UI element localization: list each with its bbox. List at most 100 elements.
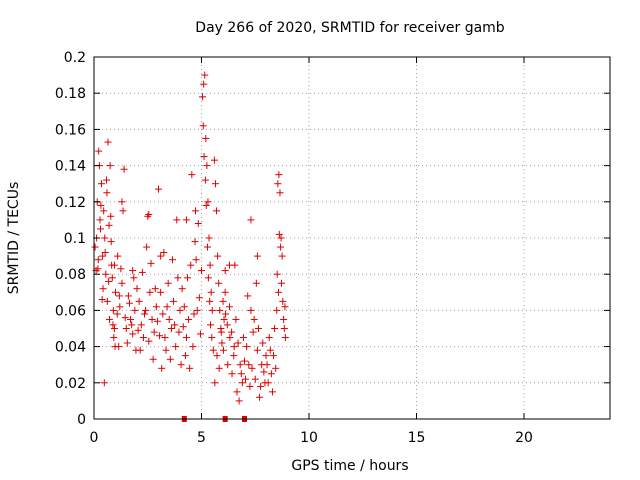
data-point bbox=[103, 189, 111, 197]
data-point bbox=[257, 382, 265, 390]
data-point bbox=[251, 375, 259, 383]
data-point bbox=[191, 207, 199, 215]
data-point bbox=[221, 267, 229, 275]
data-point bbox=[279, 297, 287, 305]
data-point bbox=[201, 71, 209, 79]
data-point bbox=[122, 325, 130, 332]
data-point bbox=[96, 225, 104, 233]
data-point bbox=[155, 185, 162, 193]
data-point bbox=[220, 315, 228, 323]
data-point bbox=[278, 252, 286, 260]
data-point bbox=[95, 147, 103, 155]
data-point bbox=[238, 379, 246, 387]
data-point bbox=[153, 317, 161, 325]
data-point bbox=[171, 321, 179, 329]
data-point bbox=[91, 243, 99, 251]
data-point bbox=[219, 346, 227, 354]
data-point bbox=[109, 306, 117, 314]
data-point bbox=[110, 334, 118, 342]
data-point bbox=[180, 303, 188, 311]
data-point bbox=[259, 339, 267, 347]
data-point bbox=[219, 297, 227, 305]
data-point bbox=[152, 303, 160, 311]
data-point bbox=[225, 261, 233, 269]
y-tick-label: 0.08 bbox=[55, 267, 86, 283]
data-point bbox=[162, 346, 170, 354]
data-point bbox=[149, 355, 157, 363]
data-point bbox=[254, 325, 262, 332]
data-point bbox=[204, 274, 212, 282]
data-point bbox=[228, 328, 236, 336]
y-tick-label: 0 bbox=[77, 412, 86, 428]
data-point bbox=[233, 388, 241, 396]
data-point bbox=[268, 388, 276, 396]
data-point bbox=[242, 375, 250, 383]
data-point bbox=[223, 321, 231, 329]
data-point bbox=[191, 238, 199, 246]
data-point bbox=[262, 352, 270, 360]
data-point bbox=[158, 364, 166, 372]
data-point bbox=[148, 315, 156, 323]
data-point bbox=[99, 285, 107, 293]
data-point bbox=[165, 315, 173, 323]
data-point bbox=[137, 321, 145, 329]
data-point bbox=[199, 122, 207, 130]
y-tick-label: 0.16 bbox=[55, 122, 86, 138]
data-point bbox=[247, 216, 255, 224]
y-tick-label: 0.14 bbox=[55, 159, 86, 175]
data-point bbox=[172, 343, 180, 351]
data-point bbox=[263, 361, 271, 369]
data-point bbox=[221, 288, 229, 296]
data-point bbox=[226, 334, 234, 342]
data-point bbox=[117, 265, 125, 273]
y-tick-label: 0.04 bbox=[55, 340, 86, 356]
data-point bbox=[135, 297, 143, 305]
data-point bbox=[241, 357, 248, 365]
data-point bbox=[166, 355, 174, 363]
data-point bbox=[176, 306, 184, 314]
data-point bbox=[108, 274, 116, 282]
data-point bbox=[96, 216, 104, 224]
data-point bbox=[232, 315, 240, 323]
data-point bbox=[206, 261, 214, 269]
grid-layer bbox=[94, 57, 610, 419]
data-point bbox=[272, 364, 280, 372]
data-point bbox=[280, 315, 288, 323]
data-point bbox=[119, 207, 127, 215]
y-tick-label: 0.06 bbox=[55, 303, 86, 319]
x-tick-label: 10 bbox=[300, 430, 318, 446]
data-point bbox=[252, 279, 260, 287]
data-point bbox=[243, 343, 251, 351]
data-point bbox=[106, 162, 114, 170]
data-point bbox=[187, 261, 195, 269]
data-point bbox=[136, 346, 144, 354]
data-point bbox=[110, 261, 118, 269]
data-point bbox=[208, 306, 216, 314]
data-point bbox=[185, 315, 193, 323]
data-point bbox=[215, 279, 223, 287]
data-point bbox=[281, 303, 289, 311]
data-point bbox=[128, 321, 136, 329]
data-point bbox=[160, 248, 168, 256]
data-point bbox=[102, 176, 110, 184]
data-point bbox=[244, 292, 252, 300]
data-point bbox=[222, 310, 230, 318]
data-point bbox=[206, 297, 214, 305]
y-tick-label: 0.1 bbox=[64, 231, 86, 247]
data-point bbox=[270, 352, 278, 360]
data-point bbox=[204, 198, 212, 206]
data-point bbox=[208, 334, 216, 342]
data-point bbox=[253, 252, 261, 260]
data-point bbox=[271, 325, 279, 332]
data-point bbox=[200, 153, 208, 161]
data-point bbox=[98, 296, 106, 304]
data-point bbox=[195, 294, 203, 302]
data-point bbox=[157, 288, 165, 296]
data-point bbox=[203, 162, 211, 170]
data-point bbox=[224, 361, 232, 369]
data-point bbox=[143, 243, 151, 251]
data-point bbox=[174, 274, 182, 282]
data-point bbox=[213, 352, 221, 360]
data-point bbox=[129, 330, 137, 338]
data-point bbox=[230, 352, 238, 360]
